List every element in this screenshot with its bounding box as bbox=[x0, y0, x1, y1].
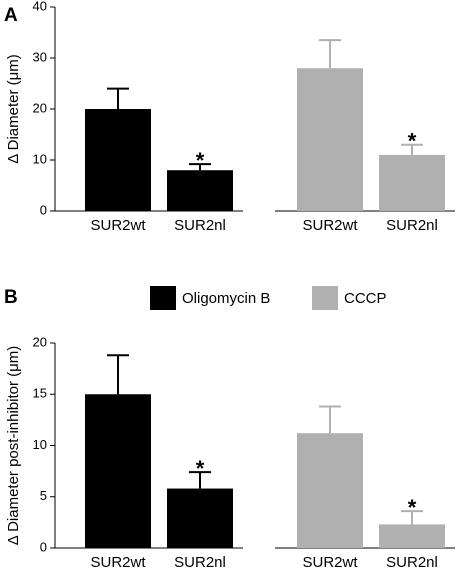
bar bbox=[167, 488, 233, 548]
significance-marker: * bbox=[196, 456, 205, 481]
bar bbox=[379, 524, 445, 548]
legend-label: CCCP bbox=[344, 290, 387, 307]
significance-marker: * bbox=[408, 495, 417, 520]
x-tick-label: SUR2wt bbox=[302, 217, 358, 234]
y-tick-label: 0 bbox=[40, 539, 47, 554]
x-tick-label: SUR2wt bbox=[90, 554, 146, 570]
y-tick-label: 5 bbox=[40, 488, 47, 503]
y-tick-label: 20 bbox=[33, 334, 47, 349]
bar bbox=[85, 109, 151, 211]
x-tick-label: SUR2nl bbox=[386, 554, 438, 570]
y-axis-label: Δ Diameter post-inhibitor (μm) bbox=[5, 346, 22, 546]
x-tick-label: SUR2nl bbox=[174, 554, 226, 570]
y-tick-label: 30 bbox=[33, 49, 47, 64]
x-tick-label: SUR2wt bbox=[302, 554, 358, 570]
legend-swatch bbox=[150, 286, 176, 310]
legend-label: Oligomycin B bbox=[182, 290, 270, 307]
bar bbox=[297, 68, 363, 211]
x-tick-label: SUR2wt bbox=[90, 217, 146, 234]
bar bbox=[85, 394, 151, 548]
y-axis-label: Δ Diameter (μm) bbox=[5, 54, 22, 164]
y-tick-label: 10 bbox=[33, 151, 47, 166]
y-tick-label: 20 bbox=[33, 100, 47, 115]
x-tick-label: SUR2nl bbox=[386, 217, 438, 234]
panel-label: B bbox=[4, 287, 18, 308]
legend-swatch bbox=[312, 286, 338, 310]
significance-marker: * bbox=[196, 148, 205, 173]
panel-label: A bbox=[4, 5, 18, 26]
bar bbox=[379, 154, 445, 211]
y-tick-label: 15 bbox=[33, 386, 47, 401]
y-tick-label: 40 bbox=[33, 0, 47, 13]
y-tick-label: 0 bbox=[40, 202, 47, 217]
bar bbox=[297, 433, 363, 548]
y-tick-label: 10 bbox=[33, 437, 47, 452]
significance-marker: * bbox=[408, 129, 417, 154]
bar bbox=[167, 170, 233, 211]
x-tick-label: SUR2nl bbox=[174, 217, 226, 234]
